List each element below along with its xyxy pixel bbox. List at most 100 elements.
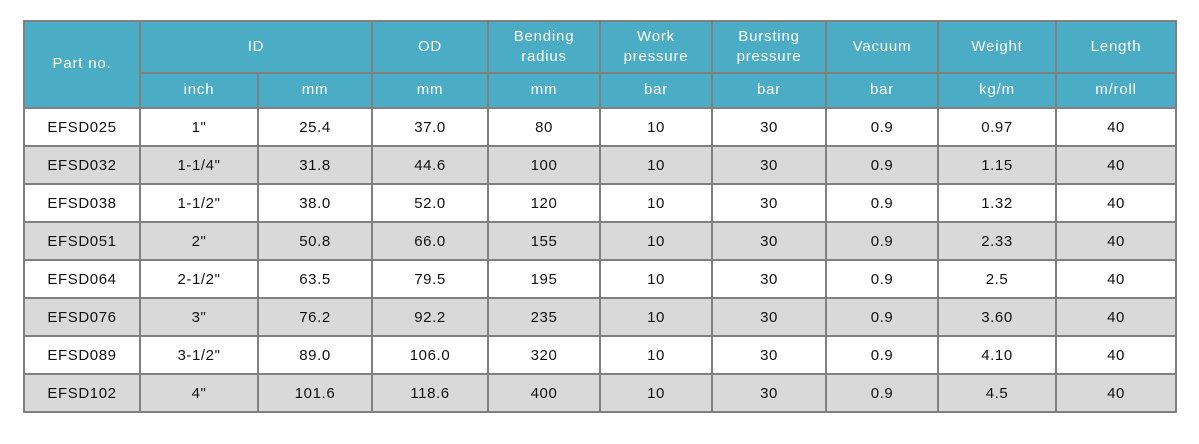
cell-id-inch: 3" xyxy=(139,297,259,337)
header-length: Length xyxy=(1055,20,1178,74)
cell-weight-kgm: 4.10 xyxy=(937,335,1058,375)
cell-bending-radius-mm: 320 xyxy=(487,335,602,375)
cell-id-inch: 4" xyxy=(139,373,259,413)
header-part-no: Part no. xyxy=(23,20,141,109)
cell-id-mm: 25.4 xyxy=(256,107,374,147)
cell-bending-radius-mm: 400 xyxy=(487,373,602,413)
cell-work-pressure-bar: 10 xyxy=(599,145,714,185)
cell-bursting-pressure-bar: 30 xyxy=(711,297,828,337)
cell-od-mm: 37.0 xyxy=(371,107,490,147)
table-row: EFSD025 1" 25.4 37.0 80 10 30 0.9 0.97 4… xyxy=(23,107,1178,147)
header-work-pressure: Work pressure xyxy=(599,20,714,74)
cell-length-mroll: 40 xyxy=(1055,259,1178,299)
table-row: EFSD051 2" 50.8 66.0 155 10 30 0.9 2.33 … xyxy=(23,221,1178,261)
cell-id-mm: 63.5 xyxy=(256,259,374,299)
table-row: EFSD038 1-1/2" 38.0 52.0 120 10 30 0.9 1… xyxy=(23,183,1178,223)
header-bursting-pressure: Bursting pressure xyxy=(711,20,828,74)
cell-length-mroll: 40 xyxy=(1055,145,1178,185)
cell-length-mroll: 40 xyxy=(1055,107,1178,147)
hose-spec-table: Part no. ID OD Bending radius Work press… xyxy=(23,20,1178,413)
cell-part-no: EFSD064 xyxy=(23,259,141,299)
cell-od-mm: 79.5 xyxy=(371,259,490,299)
cell-work-pressure-bar: 10 xyxy=(599,259,714,299)
cell-id-mm: 31.8 xyxy=(256,145,374,185)
header-group-row: Part no. ID OD Bending radius Work press… xyxy=(23,20,1178,109)
cell-bending-radius-mm: 120 xyxy=(487,183,602,223)
cell-od-mm: 106.0 xyxy=(371,335,490,375)
header-unit-od-mm: mm xyxy=(371,72,490,109)
cell-id-inch: 2-1/2" xyxy=(139,259,259,299)
cell-id-inch: 2" xyxy=(139,221,259,261)
cell-work-pressure-bar: 10 xyxy=(599,221,714,261)
cell-work-pressure-bar: 10 xyxy=(599,183,714,223)
cell-bursting-pressure-bar: 30 xyxy=(711,221,828,261)
cell-bursting-pressure-bar: 30 xyxy=(711,335,828,375)
table-row: EFSD064 2-1/2" 63.5 79.5 195 10 30 0.9 2… xyxy=(23,259,1178,299)
cell-id-inch: 1-1/4" xyxy=(139,145,259,185)
cell-part-no: EFSD076 xyxy=(23,297,141,337)
cell-id-inch: 1" xyxy=(139,107,259,147)
header-unit-vacuum-bar: bar xyxy=(825,72,940,109)
cell-length-mroll: 40 xyxy=(1055,297,1178,337)
header-vacuum: Vacuum xyxy=(825,20,940,74)
cell-work-pressure-bar: 10 xyxy=(599,373,714,413)
cell-work-pressure-bar: 10 xyxy=(599,297,714,337)
header-unit-bursting-bar: bar xyxy=(711,72,828,109)
header-od: OD xyxy=(371,20,490,74)
cell-vacuum-bar: 0.9 xyxy=(825,107,940,147)
table-header: Part no. ID OD Bending radius Work press… xyxy=(23,20,1178,109)
cell-weight-kgm: 2.5 xyxy=(937,259,1058,299)
cell-bending-radius-mm: 100 xyxy=(487,145,602,185)
table-row: EFSD032 1-1/4" 31.8 44.6 100 10 30 0.9 1… xyxy=(23,145,1178,185)
header-bending-radius: Bending radius xyxy=(487,20,602,74)
cell-bending-radius-mm: 155 xyxy=(487,221,602,261)
cell-id-mm: 38.0 xyxy=(256,183,374,223)
cell-od-mm: 66.0 xyxy=(371,221,490,261)
cell-vacuum-bar: 0.9 xyxy=(825,373,940,413)
header-unit-length-mroll: m/roll xyxy=(1055,72,1178,109)
cell-part-no: EFSD102 xyxy=(23,373,141,413)
cell-length-mroll: 40 xyxy=(1055,335,1178,375)
header-unit-weight-kgm: kg/m xyxy=(937,72,1058,109)
cell-id-mm: 101.6 xyxy=(256,373,374,413)
cell-bending-radius-mm: 235 xyxy=(487,297,602,337)
cell-id-inch: 1-1/2" xyxy=(139,183,259,223)
cell-work-pressure-bar: 10 xyxy=(599,107,714,147)
cell-id-mm: 89.0 xyxy=(256,335,374,375)
cell-weight-kgm: 2.33 xyxy=(937,221,1058,261)
cell-part-no: EFSD089 xyxy=(23,335,141,375)
cell-od-mm: 52.0 xyxy=(371,183,490,223)
cell-length-mroll: 40 xyxy=(1055,183,1178,223)
cell-weight-kgm: 0.97 xyxy=(937,107,1058,147)
cell-id-inch: 3-1/2" xyxy=(139,335,259,375)
cell-part-no: EFSD025 xyxy=(23,107,141,147)
cell-part-no: EFSD038 xyxy=(23,183,141,223)
cell-weight-kgm: 1.32 xyxy=(937,183,1058,223)
cell-part-no: EFSD051 xyxy=(23,221,141,261)
header-unit-bending-mm: mm xyxy=(487,72,602,109)
cell-bursting-pressure-bar: 30 xyxy=(711,107,828,147)
header-unit-id-inch: inch xyxy=(139,72,259,109)
cell-weight-kgm: 4.5 xyxy=(937,373,1058,413)
cell-id-mm: 76.2 xyxy=(256,297,374,337)
cell-vacuum-bar: 0.9 xyxy=(825,183,940,223)
cell-bending-radius-mm: 80 xyxy=(487,107,602,147)
cell-length-mroll: 40 xyxy=(1055,221,1178,261)
header-weight: Weight xyxy=(937,20,1058,74)
cell-vacuum-bar: 0.9 xyxy=(825,335,940,375)
cell-bending-radius-mm: 195 xyxy=(487,259,602,299)
cell-vacuum-bar: 0.9 xyxy=(825,259,940,299)
header-unit-row: inch mm mm mm bar bar bar kg/m m/roll xyxy=(24,72,1178,109)
cell-weight-kgm: 3.60 xyxy=(937,297,1058,337)
cell-vacuum-bar: 0.9 xyxy=(825,297,940,337)
cell-bursting-pressure-bar: 30 xyxy=(711,183,828,223)
cell-bursting-pressure-bar: 30 xyxy=(711,145,828,185)
cell-od-mm: 118.6 xyxy=(371,373,490,413)
cell-vacuum-bar: 0.9 xyxy=(825,221,940,261)
cell-vacuum-bar: 0.9 xyxy=(825,145,940,185)
table-body: EFSD025 1" 25.4 37.0 80 10 30 0.9 0.97 4… xyxy=(23,107,1178,413)
cell-bursting-pressure-bar: 30 xyxy=(711,259,828,299)
cell-id-mm: 50.8 xyxy=(256,221,374,261)
cell-od-mm: 44.6 xyxy=(371,145,490,185)
